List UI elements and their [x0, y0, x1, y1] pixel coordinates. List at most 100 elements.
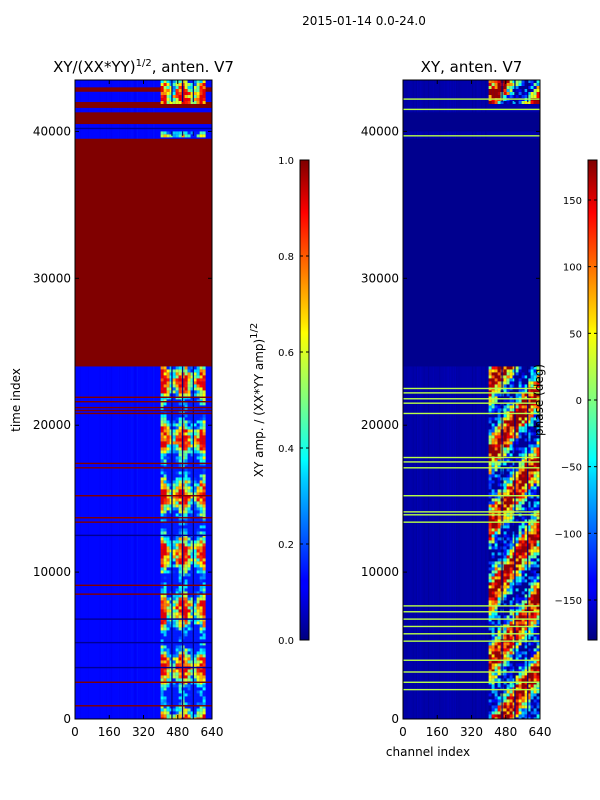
right-band-cell — [536, 582, 540, 586]
left-band-cell — [184, 594, 188, 598]
right-band-cell — [494, 636, 498, 640]
left-band-cell — [190, 459, 194, 463]
left-heatmap-streak — [134, 80, 136, 719]
right-band-cell — [494, 540, 498, 544]
left-band-cell — [160, 705, 164, 709]
right-band-cell — [536, 666, 540, 670]
left-band-cell — [160, 717, 164, 719]
left-band-cell — [193, 564, 197, 568]
right-band-cell — [536, 519, 540, 523]
left-band-cell — [202, 495, 206, 499]
right-band-cell — [530, 603, 534, 607]
left-band-cell — [196, 567, 200, 571]
right-band-cell — [524, 564, 528, 568]
left-heatmap-streak — [152, 80, 154, 719]
right-band-cell — [515, 597, 519, 601]
right-band-cell — [497, 420, 501, 424]
right-band-cell — [497, 672, 501, 676]
right-band-cell — [503, 462, 507, 466]
left-band-separator — [171, 366, 173, 719]
left-band-cell — [190, 579, 194, 583]
left-band-cell — [193, 576, 197, 580]
left-band-cell — [178, 633, 182, 637]
right-band-cell — [533, 366, 537, 370]
right-band-cell — [515, 441, 519, 445]
left-band-cell — [187, 528, 191, 532]
right-band-cell — [515, 516, 519, 520]
left-heatmap-streak — [144, 80, 146, 719]
left-band-cell — [160, 435, 164, 439]
left-band-cell — [184, 639, 188, 643]
left-flag-line — [75, 705, 212, 707]
right-band-cell — [521, 447, 525, 451]
right-band-cell — [506, 468, 510, 472]
right-band-cell — [533, 408, 537, 412]
right-flag-line — [403, 461, 540, 463]
right-band-cell — [491, 381, 495, 385]
right-band-cell — [494, 693, 498, 697]
left-band-separator — [171, 131, 173, 136]
right-band-cell — [503, 708, 507, 712]
right-band-cell — [536, 408, 540, 412]
right-band-cell — [533, 405, 537, 409]
right-band-cell — [518, 459, 522, 463]
left-band-cell — [193, 573, 197, 577]
left-band-cell — [166, 537, 170, 541]
right-band-cell — [536, 480, 540, 484]
left-band-cell — [175, 438, 179, 442]
right-band-cell — [518, 534, 522, 538]
left-band-cell — [169, 678, 173, 682]
right-band-cell — [509, 393, 513, 397]
right-band-cell — [518, 528, 522, 532]
right-band-cell — [515, 702, 519, 706]
right-band-cell — [530, 534, 534, 538]
left-band-cell — [193, 402, 197, 406]
right-band-cell — [536, 420, 540, 424]
left-band-cell — [187, 495, 191, 499]
right-band-cell — [494, 468, 498, 472]
right-band-cell — [509, 621, 513, 625]
left-band-cell — [160, 531, 164, 535]
right-band-cell — [536, 597, 540, 601]
right-band-cell — [521, 435, 525, 439]
right-band-cell — [533, 570, 537, 574]
right-band-cell — [509, 495, 513, 499]
left-band-cell — [193, 471, 197, 475]
right-band-cell — [521, 519, 525, 523]
left-band-cell — [160, 606, 164, 610]
left-band-cell — [178, 552, 182, 556]
left-band-cell — [199, 495, 203, 499]
right-band-cell — [518, 696, 522, 700]
right-band-cell — [512, 390, 516, 394]
right-band-cell — [515, 405, 519, 409]
left-band-cell — [163, 95, 167, 98]
left-band-cell — [193, 420, 197, 424]
right-band-cell — [512, 399, 516, 403]
right-band-cell — [506, 642, 510, 646]
left-band-cell — [169, 450, 173, 454]
left-band-cell — [199, 642, 203, 646]
left-band-cell — [163, 501, 167, 505]
right-band-cell — [527, 546, 531, 550]
right-band-cell — [530, 420, 534, 424]
right-band-cell — [536, 621, 540, 625]
left-band-cell — [166, 492, 170, 496]
right-band-cell — [509, 375, 513, 379]
right-band-cell — [530, 549, 534, 553]
right-band-cell — [515, 678, 519, 682]
left-band-cell — [199, 711, 203, 715]
right-ytick-label: 40000 — [361, 124, 399, 138]
left-band-cell — [193, 465, 197, 469]
right-band-cell — [491, 702, 495, 706]
right-band-cell — [524, 693, 528, 697]
left-heatmap-streak — [135, 80, 137, 719]
left-band-cell — [199, 492, 203, 496]
right-band-cell — [536, 402, 540, 406]
right-band-cell — [503, 618, 507, 622]
right-flag-line — [403, 514, 540, 516]
right-band-cell — [527, 83, 531, 86]
right-band-cell — [524, 429, 528, 433]
right-ytick-label: 20000 — [361, 418, 399, 432]
right-band-cell — [503, 369, 507, 373]
right-band-cell — [497, 462, 501, 466]
